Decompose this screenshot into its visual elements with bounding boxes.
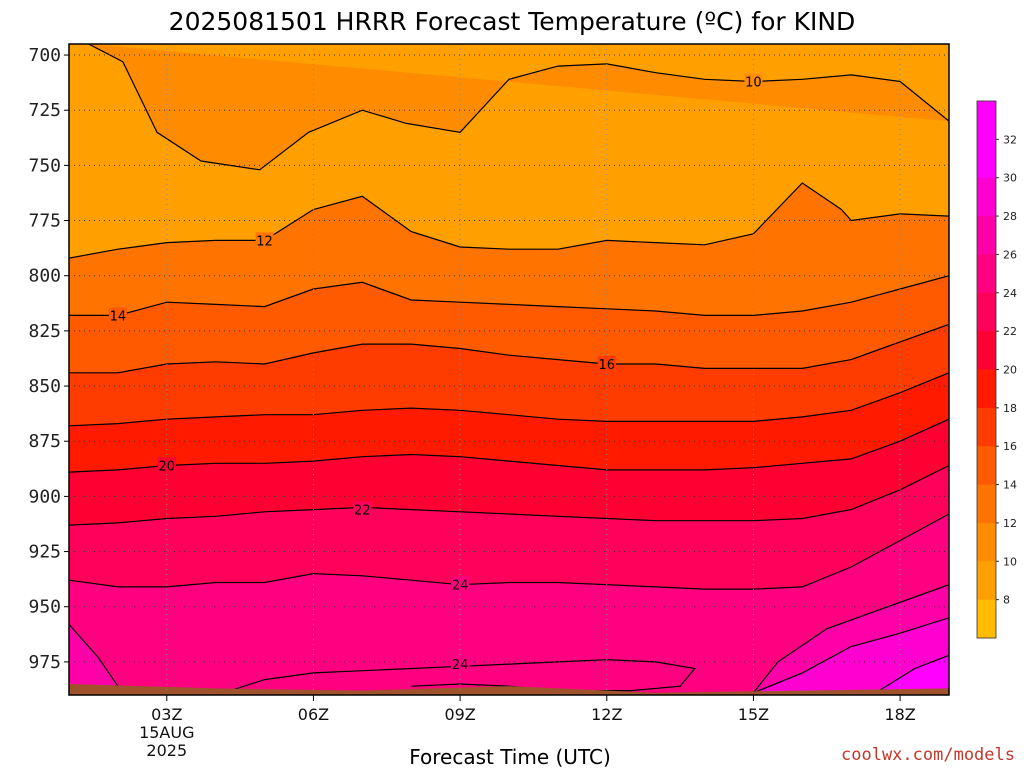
contour-line-22-6 [69, 464, 949, 526]
contour-label-group: 10 [744, 73, 763, 91]
colorbar-tick-label: 18 [1003, 402, 1017, 415]
contour-label: 12 [256, 234, 273, 249]
colorbar-swatch [977, 599, 996, 639]
colorbar-swatch [977, 407, 996, 447]
y-tick-label: 950 [28, 597, 61, 618]
contour-line-20-5 [69, 418, 949, 473]
contour-line-26-10 [69, 624, 119, 687]
colorbar-swatch [977, 139, 996, 179]
colorbar-tick-label: 8 [1003, 594, 1010, 607]
y-tick-label: 900 [28, 486, 61, 507]
contour-line-12-1 [69, 182, 949, 259]
contour-label: 16 [599, 358, 616, 373]
contour-label-group: 20 [157, 457, 176, 474]
colorbar-tick-label: 24 [1003, 287, 1017, 300]
contour-label-bg [451, 576, 470, 592]
colorbar-swatch [977, 522, 996, 562]
colorbar-tick-label: 16 [1003, 440, 1017, 453]
contour-line-14-2 [69, 275, 949, 316]
axes: 700 725 750 775 800 825 850 875 900 925 950 975 03Z 0… [28, 43, 950, 760]
contour-line-18-4 [69, 372, 949, 427]
band-warm-30 [875, 655, 949, 695]
contour-line-10-0 [88, 44, 949, 171]
colorbar-swatch [977, 101, 996, 140]
colorbar-tick-label: 10 [1003, 555, 1017, 568]
chart-title: 2025081501 HRRR Forecast Temperature (ºC… [169, 7, 856, 36]
contour-line-16-3 [69, 323, 949, 374]
y-tick-label: 825 [28, 321, 61, 342]
contour-label-bg [451, 656, 470, 672]
field-layers: 10 12 14 16 20 22 24 24 [69, 44, 949, 695]
colorbar: 8 10 12 14 16 18 20 22 24 26 28 30 32 [976, 100, 1017, 639]
plot-frame [68, 43, 950, 696]
colorbar-tick-label: 22 [1003, 325, 1017, 338]
contour-label-group: 24 [451, 656, 470, 673]
x-tick-label: 12Z [591, 705, 622, 724]
contour-label: 14 [110, 309, 127, 324]
x-date-label: 2025 [146, 741, 187, 760]
credit-text: coolwx.com/models [841, 745, 1015, 765]
contour-label-group: 24 [451, 576, 470, 594]
band-warm-28 [753, 617, 949, 695]
band-warm-26 [69, 624, 118, 695]
colorbar-swatch [977, 561, 996, 601]
x-axis-label: Forecast Time (UTC) [409, 745, 611, 768]
colorbar-swatch [977, 446, 996, 486]
colorbar-tick-label: 26 [1003, 248, 1017, 261]
y-tick-label: 800 [28, 266, 61, 287]
x-tick-label: 03Z [151, 705, 182, 724]
contour-label-bg [108, 307, 127, 323]
contour-label: 20 [159, 459, 176, 474]
x-date-label: 15AUG [139, 723, 194, 742]
contour-label-bg [353, 501, 372, 517]
y-tick-label: 700 [28, 45, 61, 66]
contour-label-group: 12 [255, 232, 274, 249]
surface-ground [69, 683, 949, 695]
colorbar-swatch [977, 216, 996, 255]
contour-line-30-12 [875, 654, 949, 694]
contour-label-group: 16 [597, 355, 616, 373]
band-above-24 [69, 514, 949, 695]
colorbar-swatch [977, 292, 996, 332]
band-warm-24 [230, 659, 695, 691]
y-tick-label: 725 [28, 100, 61, 121]
band-warm-10 [88, 44, 949, 170]
contour-label: 24 [452, 658, 469, 673]
contour-label-bg [744, 73, 763, 89]
colorbar-tick-label: 28 [1003, 210, 1017, 223]
contour-label: 22 [354, 504, 371, 519]
contour-line-28-11 [753, 617, 949, 694]
contour-line-24-7 [69, 513, 949, 590]
colorbar-tick-label: 20 [1003, 364, 1017, 377]
colorbar-swatch [977, 254, 996, 294]
contour-line-26-9 [752, 584, 949, 694]
y-tick-label: 925 [28, 542, 61, 563]
contour-label-group: 22 [353, 501, 372, 519]
y-tick-label: 850 [28, 376, 61, 397]
contour-label-group: 14 [108, 307, 127, 324]
x-tick-label: 18Z [884, 705, 915, 724]
x-tick-label: 06Z [298, 705, 329, 724]
y-tick-label: 975 [28, 652, 61, 673]
colorbar-tick-label: 12 [1003, 517, 1017, 530]
y-tick-label: 750 [28, 155, 61, 176]
y-tick-label: 875 [28, 431, 61, 452]
colorbar-tick-label: 30 [1003, 172, 1017, 185]
colorbar-swatch [977, 369, 996, 409]
contour-label-bg [255, 232, 274, 248]
colorbar-tick-label: 32 [1003, 133, 1017, 146]
y-tick-label: 775 [28, 211, 61, 232]
plot-area: 10 12 14 16 20 22 24 24 [69, 44, 949, 695]
contour-label-bg [157, 457, 176, 473]
colorbar-swatch [977, 331, 996, 370]
colorbar-swatch [977, 177, 996, 217]
contour-label: 10 [745, 76, 762, 91]
contour-label: 24 [452, 579, 469, 594]
x-tick-label: 15Z [738, 705, 769, 724]
colorbar-tick-label: 14 [1003, 479, 1017, 492]
x-tick-label: 09Z [444, 705, 475, 724]
colorbar-swatch [977, 484, 996, 524]
contour-label-bg [597, 355, 616, 371]
